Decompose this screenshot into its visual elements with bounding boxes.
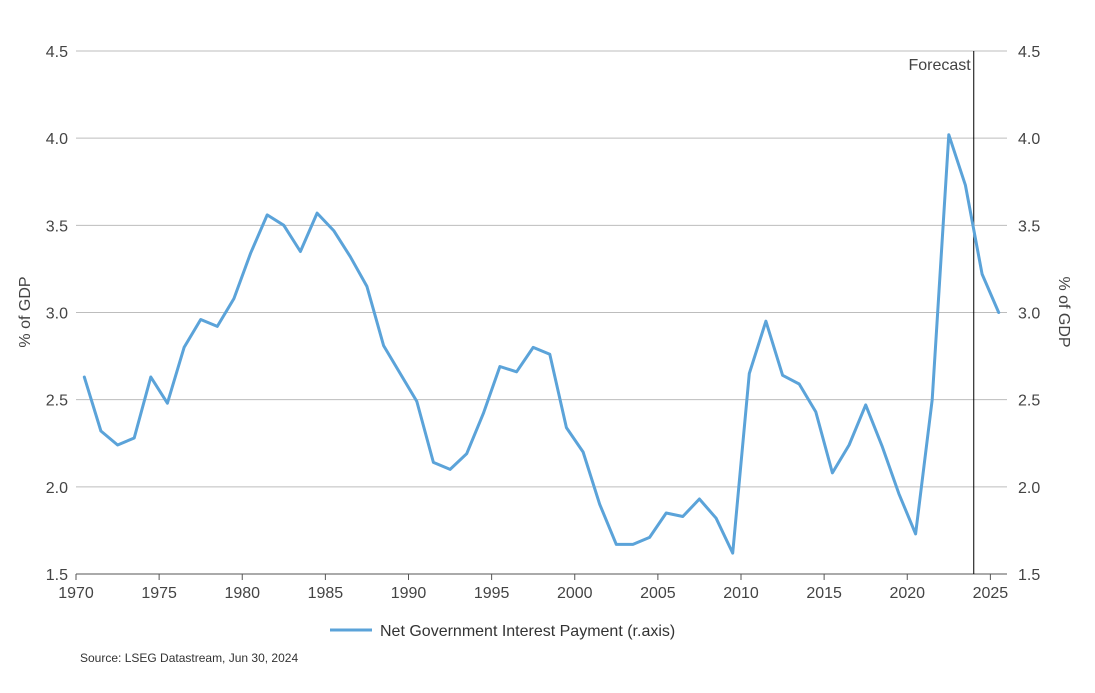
- data-point: [648, 536, 651, 539]
- data-point: [415, 400, 418, 403]
- data-point: [482, 412, 485, 415]
- data-point: [764, 320, 767, 323]
- data-point: [565, 426, 568, 429]
- data-point: [99, 430, 102, 433]
- data-point: [83, 376, 86, 379]
- x-axis-ticks: 1970 1975 1980 1985 1990 1995 2000 2005 2010 2015…: [58, 574, 1008, 602]
- data-point: [232, 297, 235, 300]
- x-tick-label: 1995: [474, 585, 510, 602]
- data-point: [349, 255, 352, 258]
- y-tick-label-right: 4.5: [1018, 44, 1040, 61]
- data-point: [498, 365, 501, 368]
- left-y-axis-ticks: 1.5 2.0 2.5 3.0 3.5 4.0 4.5: [46, 44, 68, 584]
- data-point: [798, 383, 801, 386]
- legend[interactable]: Net Government Interest Payment (r.axis): [330, 623, 675, 640]
- series-line: [82, 133, 1001, 555]
- data-point: [598, 503, 601, 506]
- x-tick-label: 2010: [723, 585, 759, 602]
- x-tick-label: 2000: [557, 585, 593, 602]
- x-tick-label: 2005: [640, 585, 676, 602]
- data-point: [848, 444, 851, 447]
- data-point: [831, 471, 834, 474]
- legend-label: Net Government Interest Payment (r.axis): [380, 623, 675, 640]
- forecast-marker: Forecast: [909, 51, 975, 574]
- y-tick-label-right: 1.5: [1018, 567, 1040, 584]
- data-point: [432, 461, 435, 464]
- y-tick-label-right: 2.0: [1018, 480, 1040, 497]
- data-point: [981, 273, 984, 276]
- data-point: [382, 344, 385, 347]
- series-group: [82, 133, 1001, 555]
- data-point: [881, 445, 884, 448]
- x-tick-label: 2015: [806, 585, 842, 602]
- data-point: [316, 212, 319, 215]
- data-point: [947, 133, 950, 136]
- y-tick-label-left: 3.5: [46, 218, 68, 235]
- x-tick-label: 1970: [58, 585, 94, 602]
- data-point: [149, 376, 152, 379]
- data-point: [399, 372, 402, 375]
- data-point: [282, 224, 285, 227]
- data-point: [116, 444, 119, 447]
- data-point: [548, 353, 551, 356]
- y-tick-label-left: 3.0: [46, 306, 68, 323]
- left-y-axis-title: % of GDP: [17, 276, 34, 347]
- data-point: [582, 451, 585, 454]
- x-tick-label: 1990: [391, 585, 427, 602]
- x-tick-label: 1980: [224, 585, 260, 602]
- data-point: [249, 252, 252, 255]
- data-point: [615, 543, 618, 546]
- data-point: [365, 285, 368, 288]
- x-tick-label: 2025: [973, 585, 1009, 602]
- data-point: [748, 372, 751, 375]
- data-point: [931, 398, 934, 401]
- data-point: [465, 452, 468, 455]
- gridlines: [76, 50, 1007, 575]
- data-point: [914, 532, 917, 535]
- y-tick-label-left: 1.5: [46, 567, 68, 584]
- y-tick-label-right: 3.5: [1018, 218, 1040, 235]
- x-tick-label: 1975: [141, 585, 177, 602]
- data-point: [864, 403, 867, 406]
- data-point: [183, 346, 186, 349]
- data-point: [299, 250, 302, 253]
- right-y-axis-ticks: 1.5 2.0 2.5 3.0 3.5 4.0 4.5: [1018, 44, 1040, 584]
- data-point: [698, 498, 701, 501]
- data-point: [997, 311, 1000, 314]
- data-point: [216, 325, 219, 328]
- data-point: [332, 229, 335, 232]
- data-point: [681, 515, 684, 518]
- y-tick-label-right: 2.5: [1018, 393, 1040, 410]
- data-point: [449, 468, 452, 471]
- source-note: Source: LSEG Datastream, Jun 30, 2024: [80, 651, 298, 665]
- y-tick-label-right: 3.0: [1018, 306, 1040, 323]
- y-tick-label-left: 4.0: [46, 131, 68, 148]
- x-tick-label: 1985: [308, 585, 344, 602]
- data-point: [631, 543, 634, 546]
- data-point: [781, 374, 784, 377]
- data-point: [731, 552, 734, 555]
- data-point: [897, 492, 900, 495]
- data-point: [532, 346, 535, 349]
- y-tick-label-left: 4.5: [46, 44, 68, 61]
- data-point: [665, 512, 668, 515]
- y-tick-label-right: 4.0: [1018, 131, 1040, 148]
- data-point: [964, 184, 967, 187]
- right-y-axis-title: % of GDP: [1055, 276, 1072, 347]
- data-point: [715, 517, 718, 520]
- data-point: [814, 410, 817, 413]
- data-point: [515, 370, 518, 373]
- forecast-label: Forecast: [909, 57, 972, 74]
- data-point: [266, 213, 269, 216]
- y-tick-label-left: 2.0: [46, 480, 68, 497]
- data-point: [133, 437, 136, 440]
- y-tick-label-left: 2.5: [46, 393, 68, 410]
- x-tick-label: 2020: [889, 585, 925, 602]
- data-point: [166, 402, 169, 405]
- data-point: [199, 318, 202, 321]
